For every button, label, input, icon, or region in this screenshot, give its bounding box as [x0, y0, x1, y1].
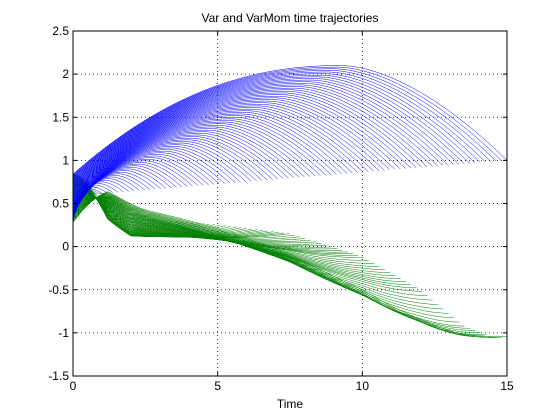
x-tick-label: 15	[500, 379, 514, 393]
y-tick-label: 2	[62, 67, 69, 81]
y-tick-label: -1	[58, 326, 69, 340]
trajectory-line-blue	[72, 79, 460, 180]
trajectory-line-blue	[72, 108, 364, 191]
trajectory-line-blue	[72, 105, 374, 190]
trajectory-line-green	[72, 191, 508, 337]
trajectory-line-blue	[72, 84, 444, 182]
trajectory-line-blue	[72, 87, 433, 183]
trajectory-line-blue	[72, 133, 284, 201]
trajectory-line-blue	[72, 136, 273, 202]
trajectory-line-blue	[72, 74, 476, 179]
y-tick-label: 0.5	[52, 197, 69, 211]
trajectory-line-blue	[72, 142, 252, 204]
trajectory-line-blue	[72, 73, 481, 178]
trajectory-line-blue	[72, 65, 508, 175]
trajectory-line-blue	[72, 141, 257, 204]
trajectory-line-green	[72, 194, 476, 331]
y-tick-label: 1.5	[52, 110, 69, 124]
trajectory-line-blue	[72, 104, 380, 190]
trajectory-line-blue	[72, 102, 385, 189]
trajectory-line-blue	[72, 71, 486, 177]
trajectory-line-blue	[72, 123, 316, 197]
trajectory-line-blue	[72, 128, 300, 199]
trajectory-line-blue	[72, 134, 279, 201]
x-axis-label: Time	[277, 397, 304, 411]
x-tick-label: 10	[356, 379, 370, 393]
trajectory-line-blue	[72, 83, 449, 182]
trajectory-line-blue	[72, 137, 268, 202]
trajectory-line-blue	[72, 66, 502, 175]
trajectory-line-blue	[72, 146, 241, 205]
x-tick-label: 0	[70, 379, 77, 393]
trajectory-line-blue	[72, 81, 454, 181]
trajectory-line-blue	[72, 86, 438, 183]
trajectory-line-green	[72, 194, 481, 333]
trajectory-line-blue	[72, 78, 465, 180]
trajectory-line-blue	[72, 100, 390, 188]
trajectory-line-blue	[72, 126, 305, 198]
trajectory-line-green	[72, 196, 348, 253]
trajectory-line-blue	[72, 68, 497, 176]
trajectory-line-blue	[72, 89, 428, 184]
y-tick-label: -1.5	[48, 369, 69, 383]
trajectory-line-blue	[72, 91, 422, 185]
trajectory-line-blue	[72, 144, 247, 205]
trajectory-line-blue	[72, 113, 348, 193]
y-tick-label: -0.5	[48, 283, 69, 297]
trajectory-line-blue	[72, 147, 236, 206]
trajectory-line-green	[72, 196, 353, 255]
y-tick-label: 1	[62, 153, 69, 167]
trajectory-line-blue	[72, 125, 311, 197]
trajectory-line-blue	[72, 115, 342, 194]
trajectory-line-green	[72, 191, 502, 338]
trajectory-line-blue	[72, 120, 326, 196]
trajectory-line-green	[72, 192, 497, 338]
chart-title: Var and VarMom time trajectories	[202, 11, 379, 25]
trajectory-line-blue	[72, 97, 401, 187]
trajectory-line-blue	[72, 92, 417, 185]
trajectory-line-blue	[72, 99, 396, 188]
trajectory-lines	[72, 65, 508, 338]
trajectory-line-blue	[72, 118, 332, 195]
axis-ticks: 0 5 10 15 -1.5 -1 -0.5 0 0.5 1 1.5 2 2.5	[48, 24, 514, 393]
trajectory-line-blue	[72, 95, 406, 186]
trajectory-line-blue	[72, 94, 412, 186]
x-tick-label: 5	[214, 379, 221, 393]
trajectory-line-blue	[72, 112, 353, 193]
trajectory-line-blue	[72, 121, 321, 196]
y-tick-label: 2.5	[52, 24, 69, 38]
y-tick-label: 0	[62, 240, 69, 254]
trajectory-line-blue	[72, 110, 358, 192]
trajectory-line-blue	[72, 129, 295, 199]
trajectory-line-blue	[72, 70, 492, 177]
trajectory-line-blue	[72, 131, 289, 200]
trajectory-line-blue	[72, 107, 369, 191]
trajectory-line-blue	[72, 116, 337, 194]
trajectory-line-blue	[72, 139, 263, 203]
trajectory-line-blue	[72, 76, 470, 179]
